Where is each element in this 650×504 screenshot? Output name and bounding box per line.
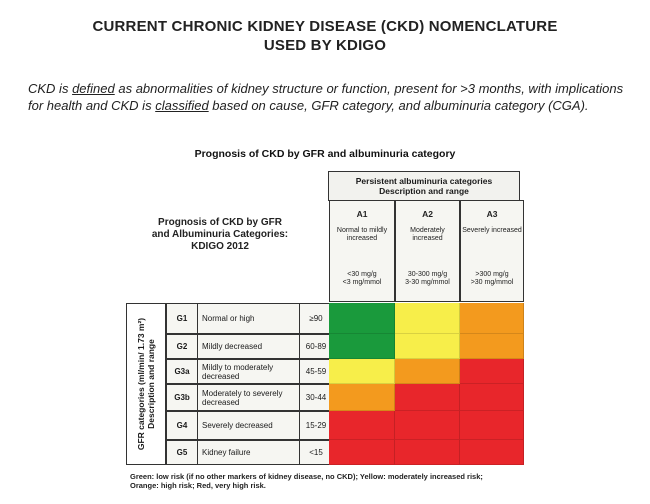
legend-line1: Green: low risk (if no other markers of … <box>130 472 483 481</box>
gfr-desc: Mildly decreased <box>202 342 263 351</box>
risk-cell-g4-a3 <box>460 411 524 440</box>
gfr-range: 30-44 <box>299 385 332 410</box>
albuminuria-range: >300 mg/g >30 mg/mmol <box>461 271 523 287</box>
gfr-range: 15-29 <box>299 412 332 439</box>
albuminuria-code: A3 <box>486 209 498 219</box>
gfr-row-g3b: G3b Moderately to severely decreased 30-44 <box>166 384 330 411</box>
risk-cell-g2-a2 <box>395 334 460 359</box>
albuminuria-col-a2: A2 Moderately increased 30-300 mg/g 3-30 mg… <box>395 200 460 302</box>
legend-line2: Orange: high risk; Red, very high risk. <box>130 481 266 490</box>
gfr-desc: Severely decreased <box>202 421 273 430</box>
gfr-code: G3b <box>167 385 198 410</box>
albuminuria-header: Persistent albuminuria categories Descri… <box>328 171 520 201</box>
intro-classified: classified <box>155 98 209 113</box>
gfr-row-g5: G5 Kidney failure <15 <box>166 440 330 465</box>
gfr-code: G4 <box>167 412 198 439</box>
albuminuria-range-mg-mmol: 3-30 mg/mmol <box>405 279 450 286</box>
gfr-range: ≥90 <box>299 304 332 333</box>
intro-mid: as abnormalities of kidney structure or … <box>28 81 624 113</box>
risk-cell-g3b-a3 <box>460 384 524 411</box>
risk-cell-g4-a1 <box>329 411 395 440</box>
page-title-line1: CURRENT CHRONIC KIDNEY DISEASE (CKD) NOM… <box>92 18 558 35</box>
albuminuria-desc: Moderately increased <box>410 227 445 242</box>
gfr-desc: Moderately to severely decreased <box>202 388 283 407</box>
risk-cell-g5-a1 <box>329 440 395 465</box>
albuminuria-code: A2 <box>422 209 433 219</box>
gfr-row-g2: G2 Mildly decreased 60-89 <box>166 334 330 359</box>
albuminuria-range-mg-mmol: <3 mg/mmol <box>342 279 382 286</box>
risk-cell-g3a-a1 <box>329 359 395 384</box>
albuminuria-range-mg-mmol: >30 mg/mmol <box>470 279 514 286</box>
intro-end: based on cause, GFR category, and albumi… <box>212 98 589 113</box>
gfr-code: G1 <box>167 304 198 333</box>
risk-cell-g4-a2 <box>395 411 460 440</box>
albuminuria-desc: Severely increased <box>462 227 522 234</box>
albuminuria-col-a3: A3 Severely increased >300 mg/g >30 mg/mmol <box>460 200 524 302</box>
albuminuria-range-mg-g: <30 mg/g <box>347 271 377 278</box>
gfr-desc: Normal or high <box>202 314 255 323</box>
gfr-row-g4: G4 Severely decreased 15-29 <box>166 411 330 440</box>
gfr-axis-label-line1: GFR categories (ml/min/ 1.73 m²) <box>136 317 146 451</box>
albuminuria-desc: Normal to mildly increased <box>336 227 388 242</box>
risk-cell-g1-a1 <box>329 303 395 334</box>
gfr-row-g1: G1 Normal or high ≥90 <box>166 303 330 334</box>
risk-cell-g2-a3 <box>460 334 524 359</box>
gfr-code: G3a <box>167 360 198 383</box>
albuminuria-code: A1 <box>356 209 368 219</box>
risk-cell-g3b-a2 <box>395 384 460 411</box>
gfr-code: G2 <box>167 335 198 358</box>
albuminuria-header-line1: Persistent albuminuria categories <box>355 176 493 186</box>
risk-cell-g3a-a3 <box>460 359 524 384</box>
intro-ckd: CKD is <box>28 81 69 96</box>
risk-cell-g3b-a1 <box>329 384 395 411</box>
kdigo-label: Prognosis of CKD by GFR and Albuminuria … <box>151 217 289 252</box>
gfr-axis-label-line2: Description and range <box>146 339 156 429</box>
intro-paragraph: CKD is defined as abnormalities of kidne… <box>28 80 628 114</box>
albuminuria-range-mg-g: >300 mg/g <box>475 271 509 278</box>
gfr-desc: Kidney failure <box>202 448 251 457</box>
risk-cell-g3a-a2 <box>395 359 460 384</box>
risk-cell-g5-a3 <box>460 440 524 465</box>
gfr-row-g3a: G3a Mildly to moderately decreased 45-59 <box>166 359 330 384</box>
risk-cell-g1-a3 <box>460 303 524 334</box>
risk-cell-g1-a2 <box>395 303 460 334</box>
risk-cell-g5-a2 <box>395 440 460 465</box>
page-title-line2: USED BY KDIGO <box>263 37 387 54</box>
albuminuria-range: 30-300 mg/g 3-30 mg/mmol <box>396 271 459 287</box>
gfr-desc: Mildly to moderately decreased <box>202 362 274 381</box>
albuminuria-range-mg-g: 30-300 mg/g <box>407 271 448 278</box>
figure-subtitle: Prognosis of CKD by GFR and albuminuria … <box>194 148 456 160</box>
gfr-axis-label: GFR categories (ml/min/ 1.73 m²) Descrip… <box>126 303 166 465</box>
legend: Green: low risk (if no other markers of … <box>130 472 530 490</box>
intro-defined: defined <box>72 81 115 96</box>
gfr-range: 60-89 <box>299 335 332 358</box>
albuminuria-range: <30 mg/g <3 mg/mmol <box>330 271 394 287</box>
gfr-code: G5 <box>167 441 198 464</box>
gfr-range: 45-59 <box>299 360 332 383</box>
gfr-range: <15 <box>299 441 332 464</box>
albuminuria-header-line2: Description and range <box>379 186 469 196</box>
risk-cell-g2-a1 <box>329 334 395 359</box>
albuminuria-col-a1: A1 Normal to mildly increased <30 mg/g <3 m… <box>329 200 395 302</box>
